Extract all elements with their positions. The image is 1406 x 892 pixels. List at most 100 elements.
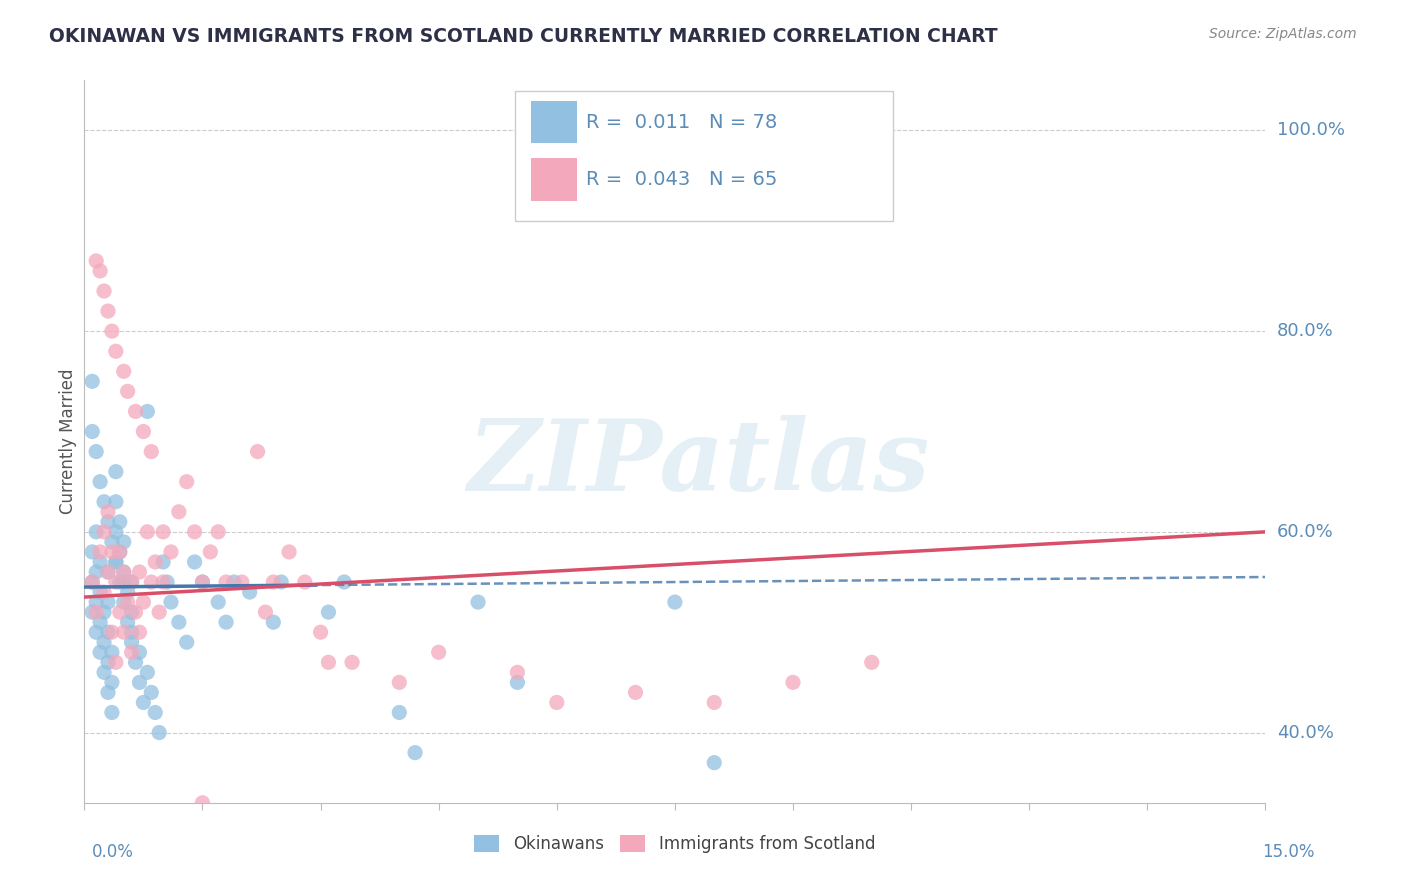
Point xyxy=(84,625,107,640)
Point xyxy=(93,605,115,619)
Point xyxy=(132,425,155,439)
Point xyxy=(156,575,179,590)
Point xyxy=(132,595,155,609)
Point xyxy=(262,575,284,590)
Point xyxy=(84,565,107,579)
Point xyxy=(89,645,111,659)
Point xyxy=(82,425,104,439)
Point xyxy=(176,475,198,489)
Point xyxy=(121,575,143,590)
Point xyxy=(97,505,120,519)
Point xyxy=(294,575,316,590)
Point xyxy=(112,625,135,640)
Point xyxy=(506,675,529,690)
Point xyxy=(143,555,166,569)
Text: 60.0%: 60.0% xyxy=(1277,523,1334,541)
Point xyxy=(128,565,150,579)
Point xyxy=(388,675,411,690)
Point xyxy=(191,575,214,590)
Point xyxy=(97,625,120,640)
FancyBboxPatch shape xyxy=(516,91,893,221)
Point xyxy=(333,575,356,590)
Point xyxy=(121,575,143,590)
Point xyxy=(89,475,111,489)
Point xyxy=(239,585,262,599)
Point xyxy=(101,545,124,559)
Point xyxy=(167,505,190,519)
Point xyxy=(104,465,127,479)
Point xyxy=(141,575,163,590)
Point xyxy=(128,645,150,659)
Point xyxy=(82,575,104,590)
Text: 0.0%: 0.0% xyxy=(91,843,134,861)
Point xyxy=(231,575,253,590)
Point xyxy=(84,444,107,458)
Point xyxy=(93,494,115,508)
Point xyxy=(624,685,647,699)
Point xyxy=(108,515,131,529)
Point xyxy=(207,524,229,539)
Point xyxy=(121,605,143,619)
Point xyxy=(132,696,155,710)
Point xyxy=(782,675,804,690)
Point xyxy=(108,605,131,619)
Point xyxy=(309,625,332,640)
Point xyxy=(93,284,115,298)
Point xyxy=(506,665,529,680)
Point xyxy=(117,585,139,599)
Point xyxy=(215,615,238,630)
Point xyxy=(93,585,115,599)
Text: OKINAWAN VS IMMIGRANTS FROM SCOTLAND CURRENTLY MARRIED CORRELATION CHART: OKINAWAN VS IMMIGRANTS FROM SCOTLAND CUR… xyxy=(49,27,998,45)
Point xyxy=(84,605,107,619)
Text: Source: ZipAtlas.com: Source: ZipAtlas.com xyxy=(1209,27,1357,41)
Point xyxy=(84,595,107,609)
Point xyxy=(262,615,284,630)
Point xyxy=(97,565,120,579)
Point xyxy=(124,404,146,418)
Point xyxy=(200,545,222,559)
Point xyxy=(703,696,725,710)
Point xyxy=(136,404,159,418)
Point xyxy=(143,706,166,720)
FancyBboxPatch shape xyxy=(531,158,576,201)
Point xyxy=(108,545,131,559)
Point xyxy=(82,545,104,559)
Point xyxy=(318,605,340,619)
Text: 80.0%: 80.0% xyxy=(1277,322,1334,340)
Text: 15.0%: 15.0% xyxy=(1263,843,1315,861)
Point xyxy=(124,605,146,619)
Point xyxy=(84,254,107,268)
Point xyxy=(215,575,238,590)
Point xyxy=(152,524,174,539)
Point xyxy=(82,575,104,590)
Point xyxy=(124,655,146,669)
Point xyxy=(108,545,131,559)
Point xyxy=(128,625,150,640)
Point xyxy=(121,645,143,659)
Point xyxy=(404,746,426,760)
Point xyxy=(860,655,883,669)
Point xyxy=(121,635,143,649)
Point xyxy=(136,665,159,680)
Point xyxy=(108,575,131,590)
Point xyxy=(141,685,163,699)
Point xyxy=(89,264,111,278)
Point xyxy=(246,444,269,458)
Point xyxy=(97,515,120,529)
Point xyxy=(112,595,135,609)
Point xyxy=(112,364,135,378)
Point xyxy=(222,575,245,590)
Point xyxy=(93,665,115,680)
Point xyxy=(340,655,363,669)
Point xyxy=(104,494,127,508)
Point xyxy=(97,595,120,609)
Point xyxy=(93,524,115,539)
Point xyxy=(664,595,686,609)
FancyBboxPatch shape xyxy=(531,101,576,143)
Point xyxy=(160,595,183,609)
Point xyxy=(112,575,135,590)
Point xyxy=(89,615,111,630)
Point xyxy=(148,605,170,619)
Point xyxy=(278,545,301,559)
Point xyxy=(84,524,107,539)
